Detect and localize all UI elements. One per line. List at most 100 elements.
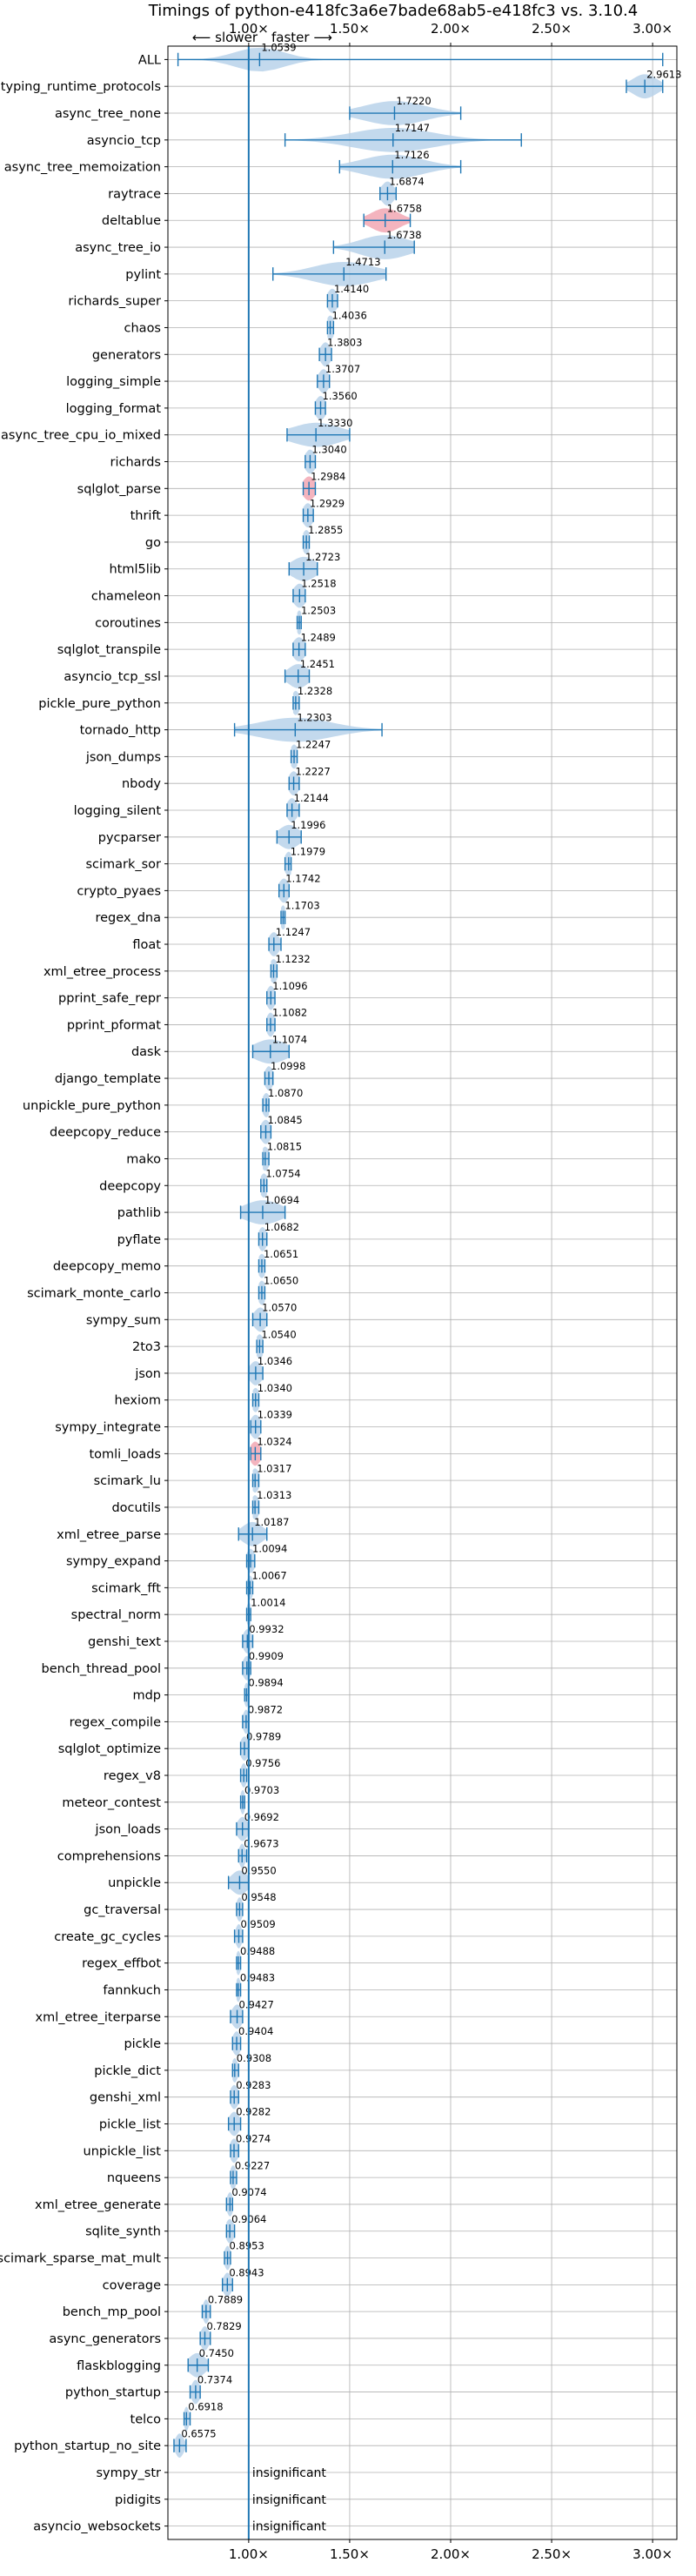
value-label: 1.1074 [272, 1033, 307, 1045]
category-label: sympy_expand [66, 1555, 161, 1569]
violin-layer [173, 47, 664, 2458]
value-label: 0.9550 [241, 1864, 276, 1876]
chart-title: Timings of python-e418fc3a6e7bade68ab5-e… [148, 2, 638, 20]
value-label: 1.2451 [300, 658, 335, 670]
category-label: regex_compile [70, 1715, 161, 1729]
value-label: 0.9894 [248, 1677, 283, 1689]
category-label: json [134, 1367, 161, 1381]
category-label: sqlglot_transpile [57, 643, 161, 657]
category-label: unpickle [108, 1876, 161, 1890]
category-label: sqlglot_optimize [58, 1742, 161, 1756]
value-label: 1.2144 [294, 792, 329, 804]
value-label: 0.9283 [236, 2079, 271, 2091]
category-label: telco [130, 2412, 162, 2426]
value-label: 1.4140 [334, 283, 369, 295]
category-label: regex_v8 [104, 1769, 161, 1783]
category-label: 2to3 [132, 1340, 161, 1354]
value-label: 1.3803 [327, 336, 362, 348]
category-label: generators [92, 348, 161, 362]
value-label: 0.9282 [236, 2106, 271, 2118]
category-label: mako [126, 1152, 161, 1166]
value-label: 0.9756 [245, 1757, 280, 1769]
category-label: python_startup [65, 2386, 161, 2400]
value-label: 1.4036 [332, 310, 367, 322]
value-label: 1.6758 [387, 202, 422, 214]
value-label: 0.9872 [248, 1704, 283, 1716]
category-label: flaskblogging [77, 2359, 161, 2373]
x-tick-label-top: 2.50× [532, 21, 572, 37]
category-label: html5lib [109, 563, 161, 577]
category-label: pickle_pure_python [38, 697, 161, 711]
value-label: 1.6738 [386, 229, 421, 241]
value-label: 1.2723 [305, 551, 340, 563]
category-label: genshi_text [88, 1635, 161, 1649]
value-label: 1.1247 [276, 926, 311, 938]
category-label: xml_etree_parse [57, 1528, 161, 1542]
category-label: go [145, 536, 161, 550]
insignificant-label: insignificant [252, 2493, 327, 2507]
category-label: pickle_dict [94, 2064, 161, 2078]
value-label: 1.2303 [297, 712, 331, 724]
value-label: 1.0845 [267, 1114, 302, 1126]
category-label: ALL [138, 53, 161, 67]
category-label: async_tree_cpu_io_mixed [1, 429, 161, 443]
value-label: 0.8943 [229, 2266, 264, 2278]
category-label: pylint [125, 268, 161, 282]
value-label: 1.2929 [310, 497, 345, 509]
x-tick-label-bottom: 2.00× [431, 2546, 471, 2562]
value-label: 0.9509 [240, 1918, 275, 1930]
category-label: regex_effbot [82, 1957, 161, 1971]
value-label: 0.6575 [181, 2427, 216, 2439]
x-tick-label-top: 2.00× [431, 21, 471, 37]
category-label: genshi_xml [90, 2091, 161, 2105]
category-label: tornado_http [80, 724, 161, 738]
value-label: 1.0094 [252, 1543, 287, 1555]
category-label: scimark_fft [91, 1581, 161, 1595]
value-label: 1.2328 [298, 685, 332, 697]
value-label: 1.0998 [271, 1060, 305, 1072]
value-label: 0.9548 [241, 1891, 276, 1903]
category-label: deltablue [102, 214, 161, 228]
insignificant-label: insignificant [252, 2466, 327, 2480]
category-label: async_tree_none [55, 107, 161, 121]
category-label: thrift [130, 509, 162, 523]
category-label: mdp [132, 1689, 161, 1703]
category-label: pprint_safe_repr [58, 992, 161, 1006]
value-label: 0.7450 [199, 2347, 234, 2359]
value-label: 0.9427 [239, 1998, 274, 2010]
category-label: django_template [55, 1072, 161, 1086]
category-label: fannkuch [103, 1983, 161, 1997]
category-label: sympy_sum [86, 1313, 161, 1327]
value-label: 1.6874 [389, 176, 424, 188]
category-label: docutils [111, 1501, 161, 1515]
value-label: 1.0317 [257, 1462, 291, 1474]
category-label: tomli_loads [89, 1447, 161, 1461]
value-label: 1.1703 [284, 899, 319, 911]
value-label: 1.1742 [285, 873, 320, 885]
category-label: typing_runtime_protocols [1, 80, 161, 94]
x-tick-label-top: 1.00× [229, 21, 269, 37]
x-tick-label-bottom: 1.00× [229, 2546, 269, 2562]
value-label: 1.3040 [311, 444, 346, 456]
value-label: 0.9488 [240, 1945, 275, 1957]
category-label: deepcopy_reduce [50, 1126, 161, 1140]
category-label: pyflate [117, 1233, 161, 1247]
category-label: xml_etree_iterparse [36, 2010, 162, 2024]
value-label: 0.9274 [236, 2132, 271, 2144]
category-label: async_generators [49, 2332, 161, 2346]
category-label: json_dumps [85, 750, 161, 764]
category-label: pidigits [115, 2493, 161, 2507]
value-label: 1.0014 [251, 1596, 285, 1608]
category-label: xml_etree_generate [35, 2198, 161, 2212]
category-label: create_gc_cycles [54, 1930, 161, 1944]
value-label: 1.3330 [318, 417, 352, 429]
category-label: chameleon [91, 590, 161, 604]
value-label: 0.9932 [249, 1623, 284, 1635]
value-label: 1.0340 [258, 1382, 292, 1394]
value-label: 0.9483 [240, 1972, 275, 1984]
value-label: 1.0570 [262, 1301, 297, 1313]
x-tick-label-top: 3.00× [632, 21, 673, 37]
category-label: hexiom [115, 1394, 161, 1408]
category-label: pycparser [98, 831, 161, 845]
value-label: 1.3560 [323, 390, 358, 402]
